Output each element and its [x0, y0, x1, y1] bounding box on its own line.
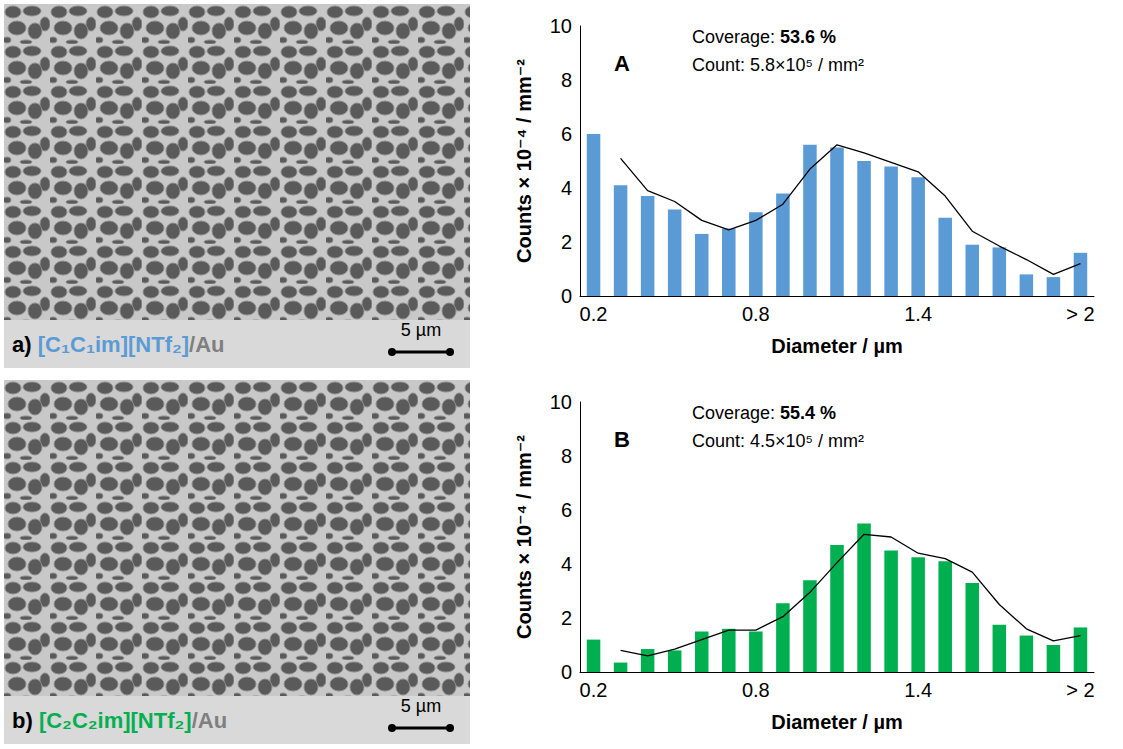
- svg-text:53.6 %: 53.6 %: [780, 27, 836, 47]
- html-text:b) [C₂C₂im][NTf₂] /Au: b) [C₂C₂im][NTf₂] /Au: [12, 708, 228, 733]
- svg-text:0: 0: [561, 285, 572, 307]
- svg-text:> 2: > 2: [1066, 303, 1094, 325]
- svg-text:Count: 5.8×10⁵ / mm²: Count: 5.8×10⁵ / mm²: [692, 55, 864, 75]
- svg-text:1.4: 1.4: [904, 679, 932, 701]
- svg-text:Diameter / µm: Diameter / µm: [771, 711, 903, 733]
- svg-text:10: 10: [550, 391, 572, 413]
- svg-text:Coverage:: Coverage:: [692, 27, 780, 47]
- svg-text:0.8: 0.8: [742, 679, 770, 701]
- html-text:5 µm: 5 µm: [400, 696, 442, 716]
- svg-text:55.4 %: 55.4 %: [780, 403, 836, 423]
- svg-text:Coverage:: Coverage:: [692, 403, 780, 423]
- svg-text:2: 2: [561, 231, 572, 253]
- svg-text:10: 10: [550, 15, 572, 37]
- svg-text:6: 6: [561, 123, 572, 145]
- svg-text:> 2: > 2: [1066, 679, 1094, 701]
- svg-text:8: 8: [561, 69, 572, 91]
- svg-text:Counts × 10⁻⁴ / mm⁻²: Counts × 10⁻⁴ / mm⁻²: [513, 435, 535, 639]
- svg-text:6: 6: [561, 499, 572, 521]
- svg-text:2: 2: [561, 607, 572, 629]
- svg-text:4: 4: [561, 177, 572, 199]
- svg-text:1.4: 1.4: [904, 303, 932, 325]
- svg-text:Diameter / µm: Diameter / µm: [771, 335, 903, 357]
- html-text:5 µm: 5 µm: [400, 320, 442, 340]
- svg-text:0: 0: [561, 661, 572, 683]
- svg-text:Count: 4.5×10⁵ / mm²: Count: 4.5×10⁵ / mm²: [692, 431, 864, 451]
- svg-text:0.2: 0.2: [580, 679, 608, 701]
- svg-text:0.2: 0.2: [580, 303, 608, 325]
- svg-text:A: A: [614, 51, 630, 76]
- html-text:a) [C₁C₁im][NTf₂] /Au: a) [C₁C₁im][NTf₂] /Au: [12, 332, 225, 357]
- svg-text:B: B: [614, 427, 630, 452]
- svg-text:4: 4: [561, 553, 572, 575]
- svg-text:Counts × 10⁻⁴ / mm⁻²: Counts × 10⁻⁴ / mm⁻²: [513, 59, 535, 263]
- svg-text:0.8: 0.8: [742, 303, 770, 325]
- svg-text:8: 8: [561, 445, 572, 467]
